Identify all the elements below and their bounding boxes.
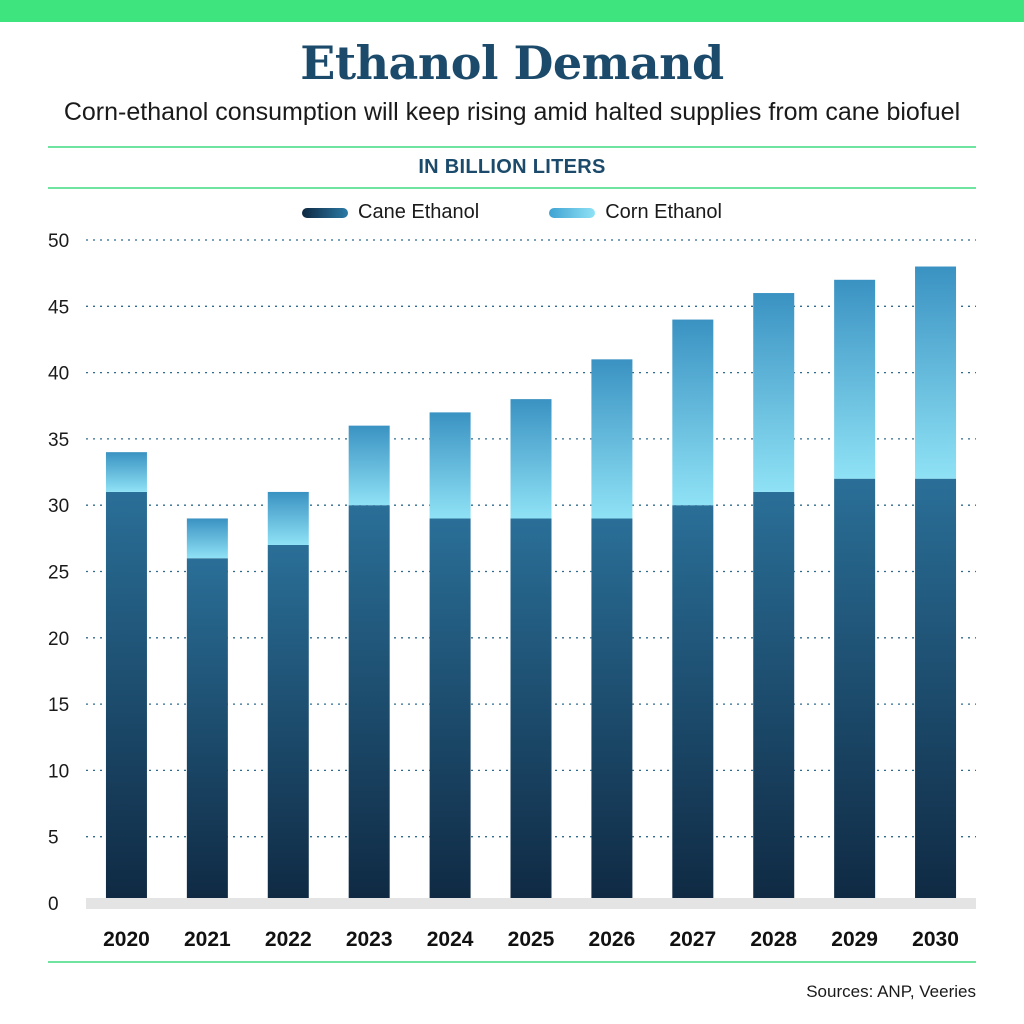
- divider-bottom: [48, 961, 976, 963]
- chart-legend: Cane Ethanol Corn Ethanol: [0, 201, 1024, 224]
- legend-swatch-cane: [302, 207, 349, 218]
- bar-cane-2028: [753, 491, 795, 903]
- x-tick-label-2030: 2030: [912, 928, 959, 951]
- y-tick-label-5: 5: [48, 828, 59, 849]
- x-tick-label-2024: 2024: [427, 928, 474, 951]
- bar-corn-2023: [348, 425, 390, 506]
- bar-corn-2026: [591, 359, 633, 519]
- y-tick-label-20: 20: [48, 629, 69, 650]
- y-tick-label-25: 25: [48, 563, 69, 584]
- gridlines: [86, 239, 976, 838]
- x-tick-label-2026: 2026: [589, 928, 636, 951]
- bar-cane-2022: [267, 544, 309, 903]
- bar-cane-2020: [105, 491, 147, 903]
- x-tick-label-2023: 2023: [346, 928, 393, 951]
- y-tick-label-45: 45: [48, 297, 69, 318]
- x-tick-label-2022: 2022: [265, 928, 312, 951]
- bar-cane-2024: [429, 518, 471, 903]
- chart-title: Ethanol Demand: [300, 36, 724, 90]
- x-axis: 2020 2021 2022 2023 2024 2025 2026 2027 2028 2029…: [103, 928, 959, 951]
- bar-corn-2025: [510, 399, 552, 519]
- bar-cane-2023: [348, 505, 390, 903]
- source-note: Sources: ANP, Veeries: [806, 982, 976, 1001]
- bar-cane-2030: [915, 478, 957, 903]
- bars: [105, 266, 957, 903]
- bar-corn-2024: [429, 412, 471, 519]
- y-tick-label-0: 0: [48, 894, 59, 915]
- divider-units: [48, 187, 976, 189]
- y-tick-label-40: 40: [48, 364, 69, 385]
- bar-corn-2029: [834, 279, 876, 479]
- x-tick-label-2027: 2027: [669, 928, 716, 951]
- y-tick-label-30: 30: [48, 496, 69, 517]
- legend-label-corn: Corn Ethanol: [605, 201, 722, 223]
- bar-cane-2021: [186, 558, 228, 903]
- bar-cane-2025: [510, 518, 552, 903]
- chart-subtitle: Corn-ethanol consumption will keep risin…: [63, 98, 961, 126]
- y-tick-label-10: 10: [48, 761, 69, 782]
- units-label: IN BILLION LITERS: [418, 156, 606, 178]
- legend-item-cane: Cane Ethanol: [302, 201, 479, 224]
- x-axis-baseline: [86, 898, 976, 909]
- y-axis: 0 5 10 15 20 25 30 35 40 45 50: [48, 231, 69, 915]
- y-tick-label-15: 15: [48, 695, 69, 716]
- bar-cane-2027: [672, 505, 714, 903]
- legend-label-cane: Cane Ethanol: [358, 201, 480, 223]
- bar-corn-2021: [186, 518, 228, 559]
- bar-corn-2028: [753, 293, 795, 492]
- x-tick-label-2025: 2025: [508, 928, 555, 951]
- x-tick-label-2029: 2029: [831, 928, 878, 951]
- divider-top: [48, 146, 976, 148]
- x-tick-label-2021: 2021: [184, 928, 231, 951]
- x-tick-label-2028: 2028: [750, 928, 797, 951]
- y-tick-label-50: 50: [48, 231, 69, 252]
- x-tick-label-2020: 2020: [103, 928, 150, 951]
- bar-cane-2026: [591, 518, 633, 903]
- bar-corn-2027: [672, 319, 714, 506]
- legend-item-corn: Corn Ethanol: [549, 201, 722, 224]
- bar-corn-2030: [915, 266, 957, 479]
- bar-corn-2020: [105, 452, 147, 492]
- y-tick-label-35: 35: [48, 430, 69, 451]
- top-accent-bar: [0, 0, 1024, 22]
- legend-swatch-corn: [549, 207, 596, 218]
- bar-cane-2029: [834, 478, 876, 903]
- bar-corn-2022: [267, 491, 309, 545]
